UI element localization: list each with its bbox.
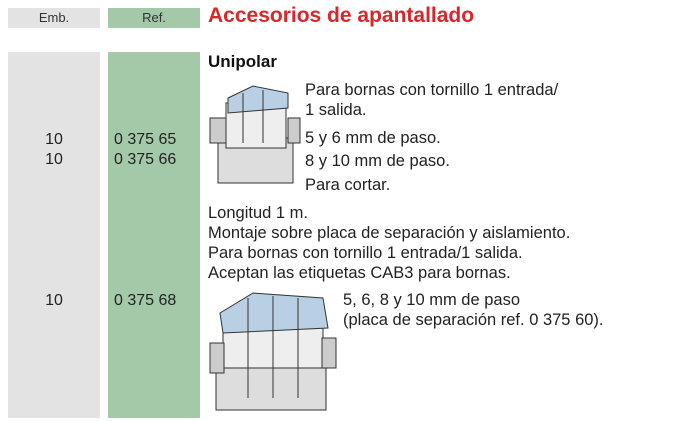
text-line: 8 y 10 mm de paso. [305,152,450,170]
ref-cell: 0 375 68 [114,292,177,309]
title: Accesorios de apantallado [208,4,475,27]
text-line: (placa de separación ref. 0 375 60). [343,311,604,329]
ref-cell: 0 375 65 [114,131,177,148]
text-line: 1 salida. [305,101,367,119]
text-line: Para bornas con tornillo 1 entrada/ [305,81,559,99]
product-image [209,85,301,184]
text-line: Para bornas con tornillo 1 entrada/1 sal… [208,244,523,262]
emb-cell: 10 [45,292,63,309]
ref-column [108,52,200,418]
ref-header: Ref. [108,8,200,28]
section-title: Unipolar [208,52,277,71]
text-line: Montaje sobre placa de separación y aisl… [208,224,571,242]
text-line: 5, 6, 8 y 10 mm de paso [343,291,521,309]
emb-cell: 10 [45,131,63,148]
text-line: Para cortar. [305,176,391,194]
text-line: 5 y 6 mm de paso. [305,129,441,147]
product-image [209,292,337,411]
text-line: Longitud 1 m. [208,204,308,222]
text-line: Aceptan las etiquetas CAB3 para bornas. [208,264,511,282]
ref-cell: 0 375 66 [114,151,177,168]
emb-header: Emb. [8,8,100,28]
emb-cell: 10 [45,151,63,168]
emb-column [8,52,100,418]
